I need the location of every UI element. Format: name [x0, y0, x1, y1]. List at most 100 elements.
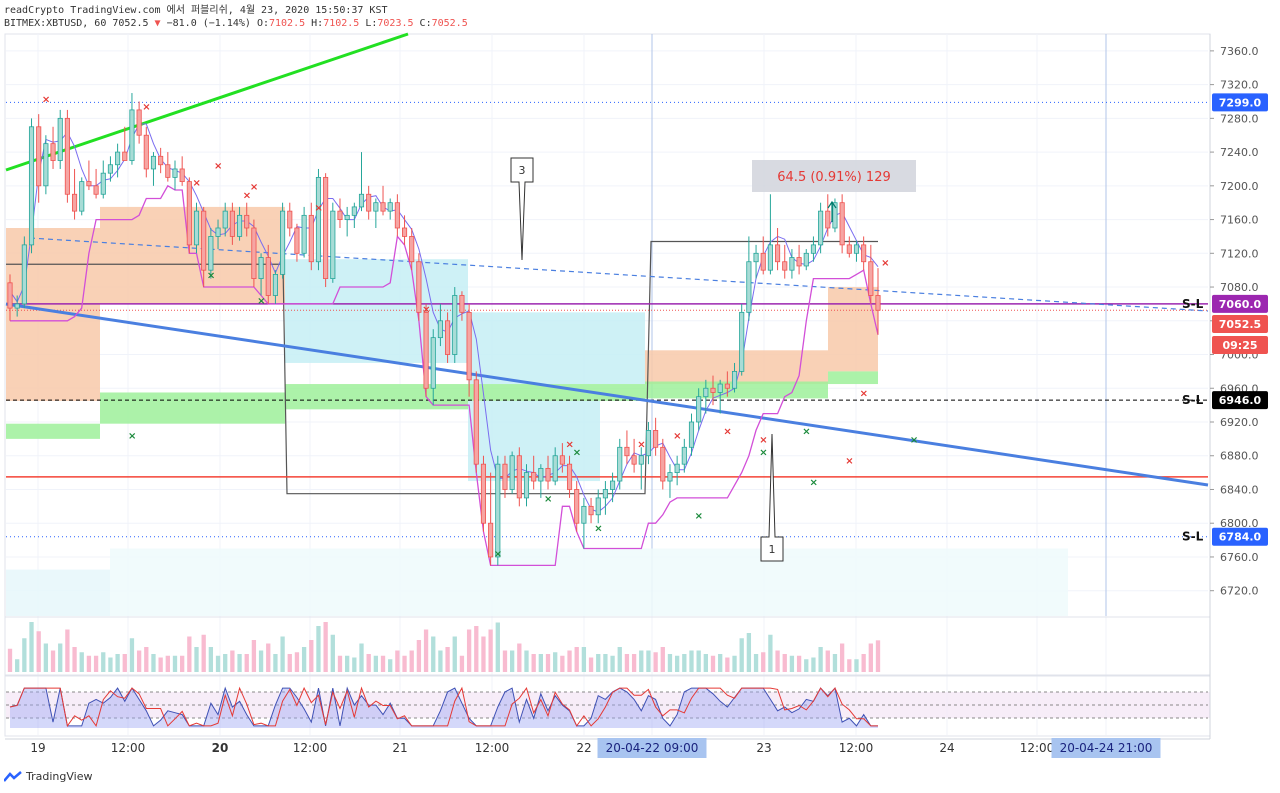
- candle-body-down: [459, 295, 465, 313]
- volume-bar: [796, 655, 802, 672]
- volume-bar: [258, 650, 264, 672]
- candle-body-up: [789, 257, 795, 271]
- candle-body-up: [21, 244, 27, 305]
- volume-bar: [560, 655, 565, 672]
- candle: [366, 185, 372, 220]
- volume-bar: [488, 629, 493, 672]
- sl-label: S-L: [1182, 530, 1204, 544]
- volume-bar: [194, 647, 199, 672]
- price-tick-label: 7120.0: [1220, 247, 1259, 260]
- blue-dashed-trendline: [29, 237, 1209, 312]
- sell-mark: ×: [214, 161, 222, 172]
- price-tag: 09:25: [1212, 336, 1268, 354]
- candle: [810, 236, 816, 262]
- candle-body-down: [868, 261, 874, 296]
- candle-body-up: [617, 446, 623, 482]
- time-axis: 19 12:00 20 12:00 21 12:00 22 20-04-22 09:00 23 1…: [5, 738, 1210, 758]
- candle-body-down: [36, 126, 42, 187]
- candle: [179, 156, 185, 186]
- volume-bar: [330, 634, 335, 672]
- demand-zone: [828, 371, 878, 385]
- volume-bar: [474, 626, 479, 672]
- candle-body-down: [825, 210, 831, 229]
- volume-bar: [409, 650, 414, 672]
- measure-tool: 64.5 (0.91%) 129: [752, 160, 916, 222]
- candle-body-down: [846, 244, 852, 254]
- candle-body-up: [373, 202, 379, 212]
- candle: [337, 198, 343, 228]
- osc-fill: [10, 688, 878, 728]
- volume-bar: [215, 655, 221, 672]
- candle: [409, 228, 415, 271]
- volume-bar: [739, 638, 744, 672]
- volume-bar: [58, 643, 63, 672]
- candle: [566, 455, 573, 498]
- volume-bar: [753, 654, 759, 672]
- time-tick-label: 12:00: [111, 741, 146, 755]
- candle-body-down: [559, 455, 565, 465]
- candle: [602, 481, 608, 515]
- candle: [229, 202, 235, 245]
- candle-body-down: [201, 210, 207, 271]
- candle: [107, 156, 113, 182]
- volume-bar: [610, 655, 615, 672]
- candle-body-up: [602, 489, 608, 499]
- candle: [868, 244, 874, 304]
- candle-body-down: [251, 227, 257, 280]
- volume-bar: [596, 654, 601, 672]
- volume-bar: [316, 626, 321, 672]
- candle-body-down: [165, 164, 171, 178]
- volume-bar: [423, 629, 429, 672]
- candle-body-up: [803, 252, 809, 267]
- candle: [208, 228, 214, 279]
- volume-bar: [631, 654, 637, 672]
- candle-body-down: [294, 227, 300, 254]
- volume-bar: [287, 654, 292, 672]
- time-highlight-bg: [1051, 738, 1161, 758]
- volume-bar: [208, 647, 214, 672]
- candle-body-down: [380, 202, 386, 212]
- volume-bar: [617, 647, 622, 672]
- candle: [724, 371, 730, 397]
- time-highlight: 20-04-22 09:00: [597, 738, 707, 758]
- candle-body-up: [43, 143, 49, 187]
- candle-body-down: [143, 134, 149, 170]
- volume-bar: [266, 643, 271, 672]
- cloud-zone-light: [6, 569, 110, 616]
- candle-body-down: [875, 295, 881, 311]
- candle-body-down: [72, 193, 78, 212]
- candle: [638, 447, 644, 490]
- volume-bar: [768, 634, 773, 672]
- volume-bar: [718, 654, 723, 672]
- volume-bar: [789, 655, 795, 672]
- price-tag-bg: [1212, 93, 1268, 112]
- volume-bar: [804, 659, 809, 672]
- candle: [351, 202, 357, 228]
- volume-bar: [761, 652, 766, 672]
- volume-bar: [725, 657, 730, 672]
- time-highlight-label: 20-04-22 09:00: [606, 741, 699, 755]
- price-tick-label: 6880.0: [1220, 450, 1259, 463]
- volume-bar: [129, 638, 135, 672]
- volume-bar: [359, 643, 364, 672]
- candle-body-down: [566, 463, 573, 490]
- candle-body-up: [301, 214, 307, 254]
- tradingview-logo-icon: [4, 770, 22, 782]
- candle: [251, 219, 257, 288]
- supply-zone: [100, 206, 285, 304]
- demand-zone: [645, 381, 828, 399]
- candle: [280, 202, 286, 279]
- ohlc-line: BITMEX:XBTUSD, 60 7052.5 ▼ −81.0 (−1.14%…: [4, 18, 468, 29]
- time-tick-label: 20: [212, 741, 229, 755]
- candle-body-up: [509, 455, 515, 490]
- candle: [344, 206, 350, 237]
- volume-bar: [101, 652, 106, 672]
- buy-mark: ×: [759, 448, 767, 459]
- volume-bar: [86, 655, 92, 672]
- volume-bar: [653, 652, 658, 672]
- callout-label: 1: [769, 543, 776, 556]
- candle: [301, 206, 307, 258]
- candle-body-up: [387, 202, 393, 212]
- high-value: 7102.5: [323, 18, 360, 29]
- callout-label: 3: [519, 164, 526, 177]
